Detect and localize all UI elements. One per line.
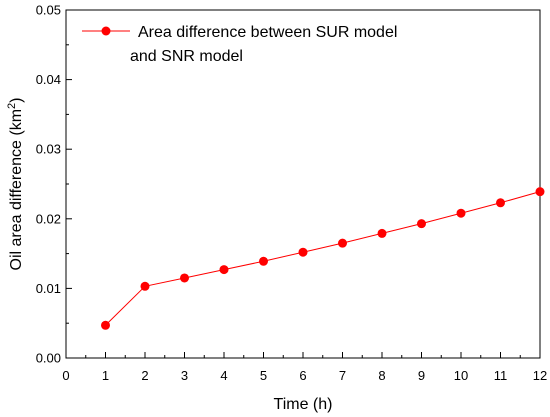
legend-label-line-2: and SNR model	[130, 48, 243, 65]
data-point	[456, 208, 466, 218]
y-axis-title: Oil area difference (km2)	[6, 98, 25, 271]
data-point	[259, 256, 268, 266]
legend-marker	[101, 26, 111, 36]
x-tick-label: 0	[62, 368, 69, 383]
data-point	[180, 273, 189, 283]
x-tick-label: 9	[418, 368, 425, 383]
data-point	[496, 198, 505, 208]
series-line	[105, 191, 541, 326]
y-tick-label: 0.03	[36, 142, 61, 157]
y-tick-label: 0.05	[36, 3, 61, 18]
data-point	[140, 281, 150, 291]
legend-label-line-1: Area difference between SUR model	[138, 24, 397, 41]
series-group	[101, 187, 545, 330]
x-tick-label: 1	[102, 368, 109, 383]
x-tick-label: 10	[454, 368, 468, 383]
x-tick-label: 2	[141, 368, 148, 383]
legend: Area difference between SUR model and SN…	[82, 24, 397, 65]
y-tick-label: 0.01	[36, 281, 61, 296]
x-tick-label: 6	[299, 368, 306, 383]
data-point	[377, 228, 387, 238]
x-tick-label: 12	[533, 368, 547, 383]
plot-frame	[65, 9, 541, 359]
y-axis-title-superscript: 2	[6, 103, 18, 109]
y-tick-label: 0.04	[36, 72, 61, 87]
x-tick-label: 3	[181, 368, 188, 383]
data-point	[101, 320, 110, 330]
y-axis-ticks: 0.00 0.01 0.02 0.03 0.04 0.05	[36, 3, 72, 366]
data-point	[219, 265, 229, 275]
x-axis-title: Time (h)	[274, 396, 333, 413]
data-point	[338, 238, 347, 248]
x-tick-label: 7	[339, 368, 346, 383]
x-axis-ticks: 0 1 2 3 4 5 6 7 8 9 10 11 12	[62, 352, 547, 383]
x-tick-label: 4	[220, 368, 227, 383]
x-tick-label: 11	[494, 368, 508, 383]
y-tick-label: 0.00	[36, 351, 61, 366]
x-tick-label: 5	[260, 368, 267, 383]
data-point	[298, 247, 308, 257]
x-tick-label: 8	[378, 368, 385, 383]
data-point	[417, 219, 426, 229]
y-tick-label: 0.02	[36, 211, 61, 226]
data-point	[535, 187, 545, 197]
